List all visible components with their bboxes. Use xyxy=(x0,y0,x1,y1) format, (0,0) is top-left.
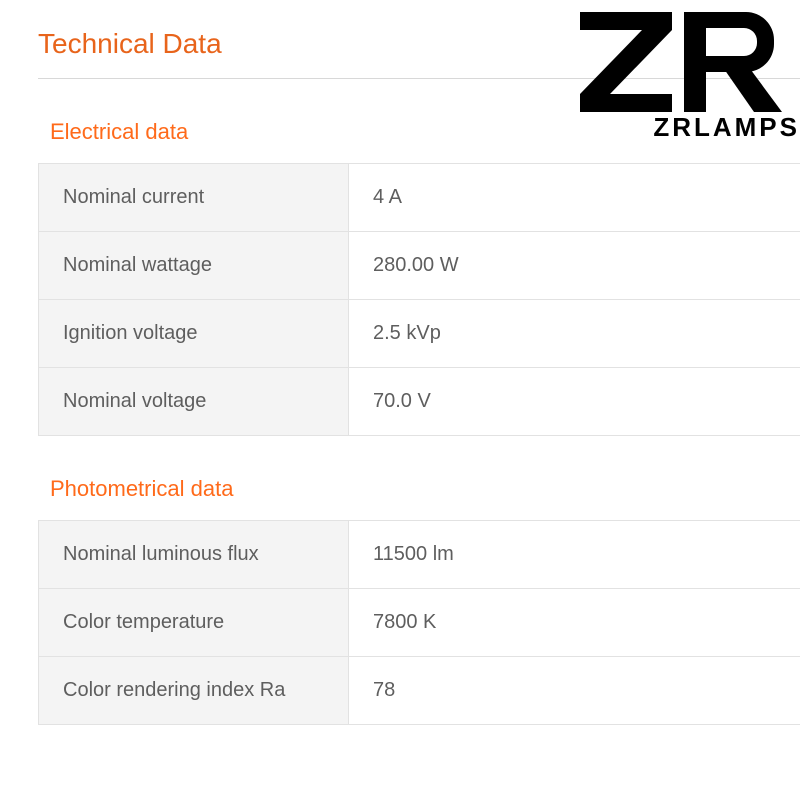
table-row: Nominal wattage 280.00 W xyxy=(39,232,800,300)
table-row: Color rendering index Ra 78 xyxy=(39,657,800,725)
spec-value: 280.00 W xyxy=(349,232,800,300)
spec-label: Color temperature xyxy=(39,589,349,657)
spec-value: 4 A xyxy=(349,164,800,232)
spec-label: Color rendering index Ra xyxy=(39,657,349,725)
spec-label: Nominal voltage xyxy=(39,368,349,436)
spec-label: Ignition voltage xyxy=(39,300,349,368)
spec-value: 11500 lm xyxy=(349,521,800,589)
table-row: Nominal voltage 70.0 V xyxy=(39,368,800,436)
table-row: Nominal current 4 A xyxy=(39,164,800,232)
spec-value: 2.5 kVp xyxy=(349,300,800,368)
table-row: Nominal luminous flux 11500 lm xyxy=(39,521,800,589)
brand-logo xyxy=(572,4,782,114)
brand-name: ZRLAMPS xyxy=(540,112,800,143)
spec-value: 78 xyxy=(349,657,800,725)
spec-label: Nominal wattage xyxy=(39,232,349,300)
table-row: Color temperature 7800 K xyxy=(39,589,800,657)
spec-value: 70.0 V xyxy=(349,368,800,436)
photometrical-data-table: Nominal luminous flux 11500 lm Color tem… xyxy=(38,520,800,725)
electrical-data-table: Nominal current 4 A Nominal wattage 280.… xyxy=(38,163,800,436)
spec-label: Nominal luminous flux xyxy=(39,521,349,589)
table-row: Ignition voltage 2.5 kVp xyxy=(39,300,800,368)
spec-value: 7800 K xyxy=(349,589,800,657)
zr-logo-icon xyxy=(572,4,782,114)
section-title-photometrical: Photometrical data xyxy=(0,436,800,520)
spec-label: Nominal current xyxy=(39,164,349,232)
